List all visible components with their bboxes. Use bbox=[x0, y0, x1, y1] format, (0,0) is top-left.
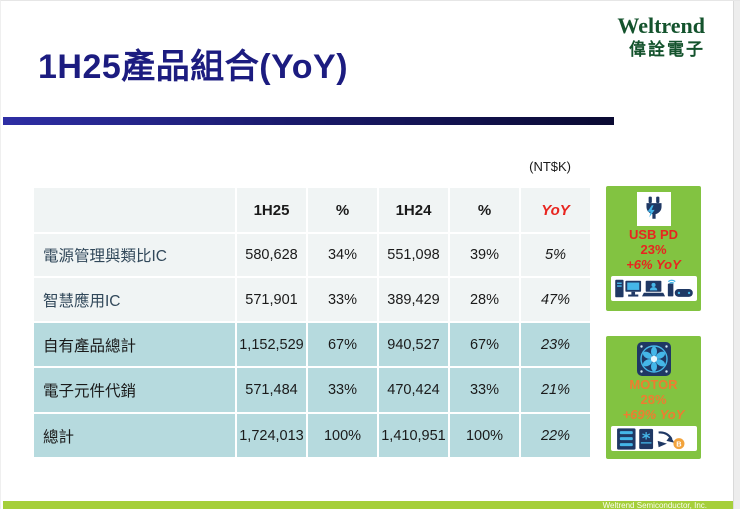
table-header-blank bbox=[34, 188, 235, 232]
row-label-smart-application-ic: 智慧應用IC bbox=[34, 278, 235, 321]
refrigerator-icon bbox=[638, 428, 653, 449]
cell-1h25-value: 580,628 bbox=[237, 234, 306, 276]
cell-1h24-pct: 33% bbox=[450, 368, 519, 412]
cell-1h25-value: 1,724,013 bbox=[237, 414, 306, 457]
cell-1h24-pct: 39% bbox=[450, 234, 519, 276]
table-header-1h24: 1H24 bbox=[379, 188, 448, 232]
motor-application-icons: B bbox=[610, 426, 697, 451]
cell-1h24-pct: 67% bbox=[450, 323, 519, 366]
product-mix-table: 1H25 % 1H24 % YoY 電源管理與類比IC 580,628 34% … bbox=[34, 188, 590, 457]
server-rack-icon bbox=[616, 427, 636, 450]
svg-text:B: B bbox=[676, 439, 681, 448]
title-divider bbox=[3, 117, 614, 125]
motor-callout: MOTOR 28% +69% YoY bbox=[606, 336, 701, 459]
cell-1h24-value: 389,429 bbox=[379, 278, 448, 321]
usb-pd-application-icons bbox=[610, 276, 697, 301]
cell-1h24-value: 940,527 bbox=[379, 323, 448, 366]
footer-company-name: Weltrend Semiconductor, Inc. bbox=[602, 501, 707, 509]
cell-yoy: 21% bbox=[521, 368, 590, 412]
cell-1h25-value: 1,152,529 bbox=[237, 323, 306, 366]
callout-share: 28% bbox=[640, 392, 667, 407]
cell-yoy: 22% bbox=[521, 414, 590, 457]
table-header-pct-2: % bbox=[450, 188, 519, 232]
table-header-1h25: 1H25 bbox=[237, 188, 306, 232]
power-plug-icon bbox=[636, 192, 671, 226]
cell-1h25-value: 571,901 bbox=[237, 278, 306, 321]
currency-unit-label: (NT$K) bbox=[529, 159, 571, 174]
table-header-pct-1: % bbox=[308, 188, 377, 232]
cooling-fan-icon bbox=[636, 342, 671, 376]
callout-title: USB PD bbox=[628, 227, 679, 242]
callout-yoy: +6% YoY bbox=[626, 257, 681, 272]
cell-yoy: 47% bbox=[521, 278, 590, 321]
logo-brand-text: Weltrend bbox=[617, 13, 705, 38]
page-gutter bbox=[733, 1, 740, 509]
slide-title: 1H25產品組合(YoY) bbox=[38, 48, 349, 86]
row-label-component-distribution: 電子元件代銷 bbox=[34, 368, 235, 412]
cell-1h24-pct: 28% bbox=[450, 278, 519, 321]
row-label-power-analog-ic: 電源管理與類比IC bbox=[34, 234, 235, 276]
footer-bar: Weltrend Semiconductor, Inc. bbox=[3, 501, 733, 509]
cell-1h24-value: 470,424 bbox=[379, 368, 448, 412]
cell-1h25-value: 571,484 bbox=[237, 368, 306, 412]
callout-title: MOTOR bbox=[629, 377, 678, 392]
cell-1h24-value: 1,410,951 bbox=[379, 414, 448, 457]
cell-1h25-pct: 33% bbox=[308, 278, 377, 321]
weltrend-logo: Weltrend 偉詮電子 bbox=[597, 13, 705, 61]
cell-yoy: 23% bbox=[521, 323, 590, 366]
cell-yoy: 5% bbox=[521, 234, 590, 276]
cell-1h25-pct: 33% bbox=[308, 368, 377, 412]
desktop-pc-icon bbox=[614, 279, 641, 297]
laptop-user-icon bbox=[641, 280, 665, 296]
logo-brand-chinese: 偉詮電子 bbox=[629, 40, 705, 59]
mining-coin-icon: B bbox=[657, 430, 684, 449]
cell-1h24-pct: 100% bbox=[450, 414, 519, 457]
table-header-yoy: YoY bbox=[521, 188, 590, 232]
row-label-own-products-total: 自有產品總計 bbox=[34, 323, 235, 366]
cell-1h25-pct: 100% bbox=[308, 414, 377, 457]
usb-pd-callout: USB PD 23% +6% YoY bbox=[606, 186, 701, 311]
callout-share: 23% bbox=[640, 242, 667, 257]
row-label-grand-total: 總計 bbox=[34, 414, 235, 457]
game-console-icon bbox=[667, 279, 693, 297]
callout-yoy: +69% YoY bbox=[622, 407, 685, 422]
cell-1h25-pct: 67% bbox=[308, 323, 377, 366]
cell-1h24-value: 551,098 bbox=[379, 234, 448, 276]
cell-1h25-pct: 34% bbox=[308, 234, 377, 276]
